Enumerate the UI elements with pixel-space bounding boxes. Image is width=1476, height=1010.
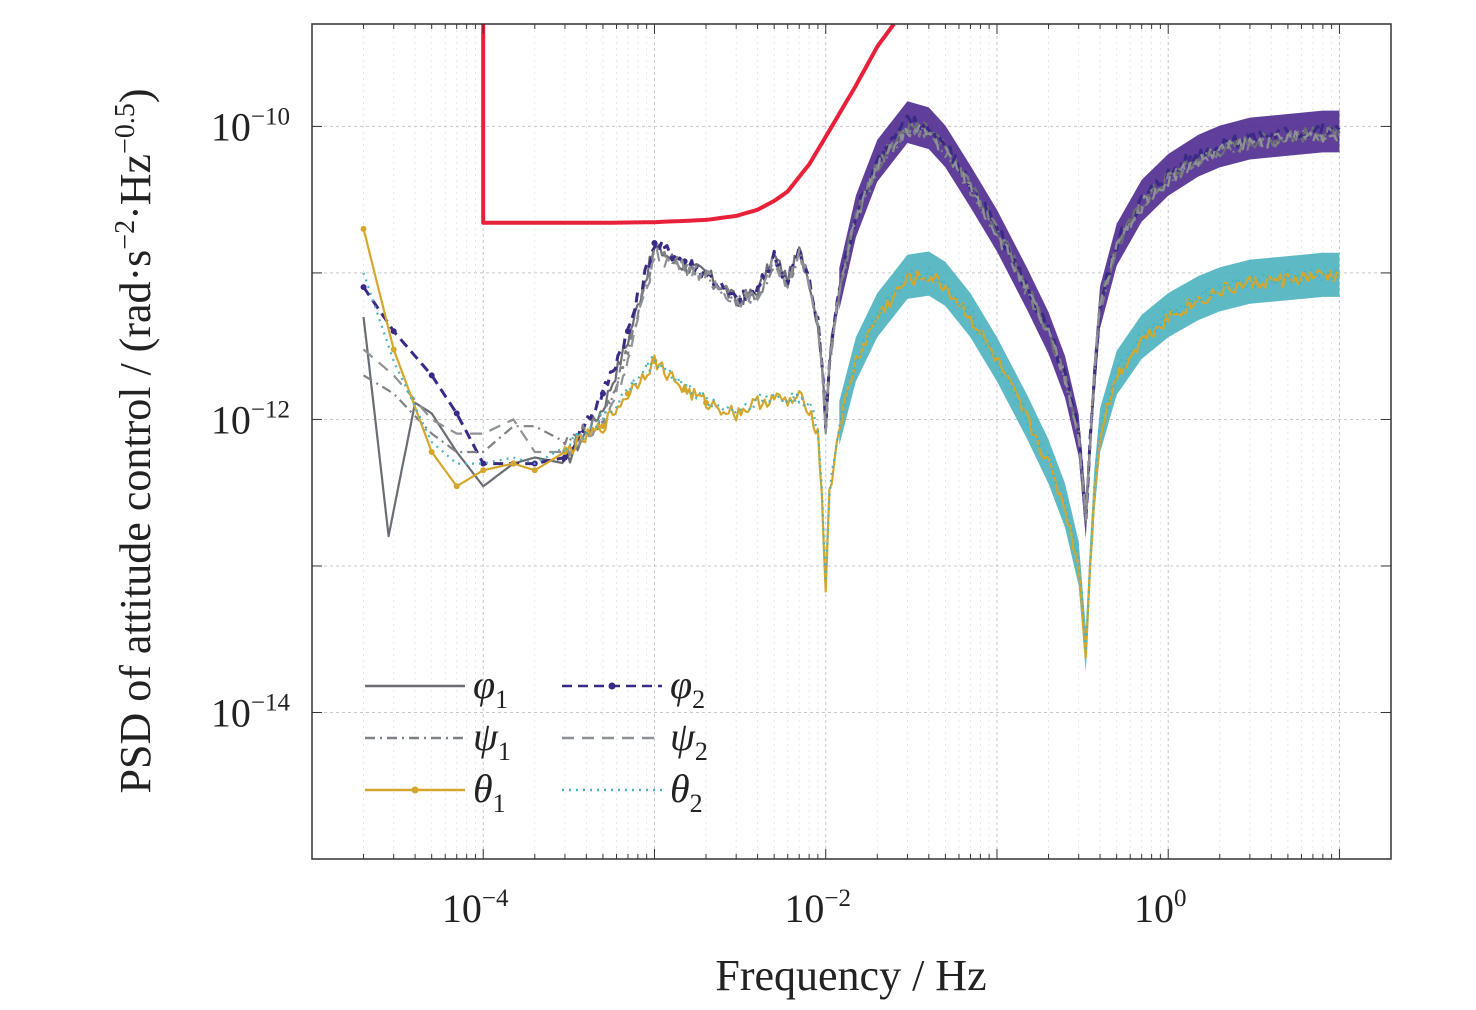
legend-label-ψ1: ψ1 [473,714,511,766]
requirement-layer [481,24,896,225]
y-axis-title-exp1: −2 [110,220,141,250]
series-point-θ1 [599,423,606,430]
series-layer [360,101,1341,672]
legend-marker-φ2 [608,682,616,690]
y-axis-title-exp2: −0.5 [110,103,141,154]
x-tick-label: 10−2 [784,885,851,931]
y-tick-label: 10−12 [211,396,290,442]
y-axis-title-main: PSD of attitude control / (rad·s [111,250,160,794]
series-line-ψ2 [362,124,1341,521]
series-point-θ1 [531,467,538,474]
legend-marker-θ1 [411,786,419,794]
series-point-θ1 [453,483,460,490]
legend-label-ψ2: ψ2 [670,714,708,766]
series-point-φ2 [453,410,460,417]
series-point-θ1 [360,225,367,232]
series-point-φ2 [561,454,568,461]
legend-label-θ1: θ1 [473,766,506,818]
series-point-φ2 [480,460,487,467]
series-point-θ1 [624,390,631,397]
series-line-θ1 [362,228,1341,659]
x-axis-title: Frequency / Hz [715,951,986,1000]
x-tick-label: 10−4 [442,885,509,931]
y-tick-label: 10−14 [211,689,291,735]
legend: φ1 φ2 ψ1 ψ2 θ1 θ2 [365,662,708,818]
legend-label-θ2: θ2 [670,766,703,818]
series-point-φ2 [390,328,397,335]
ticks [311,24,1392,860]
series-point-φ2 [428,372,435,379]
x-tick-label: 100 [1134,885,1187,931]
legend-label-φ1: φ1 [473,662,508,714]
series-point-φ2 [360,284,367,291]
y-axis-title-tail: ) [111,88,160,103]
legend-label-φ2: φ2 [670,662,705,714]
series-point-φ2 [651,240,658,247]
series-point-θ1 [428,448,435,455]
series-point-θ1 [480,467,487,474]
y-axis-title: PSD of attitude control / (rad·s−2·Hz−0.… [110,88,160,793]
series-line-θ2 [362,266,1340,653]
series-point-θ1 [510,460,517,467]
plot-frame [311,23,1392,860]
series-point-φ2 [599,390,606,397]
y-tick-labels: 10−10 10−12 10−14 [211,103,291,735]
y-axis-title-mid: ·Hz [111,154,160,220]
series-point-θ1 [681,386,688,393]
series-point-θ1 [390,346,397,353]
requirement-curve [481,24,896,225]
x-tick-labels: 10−4 10−2 100 [442,885,1187,931]
y-tick-label: 10−10 [211,103,290,149]
series-point-φ2 [624,328,631,335]
